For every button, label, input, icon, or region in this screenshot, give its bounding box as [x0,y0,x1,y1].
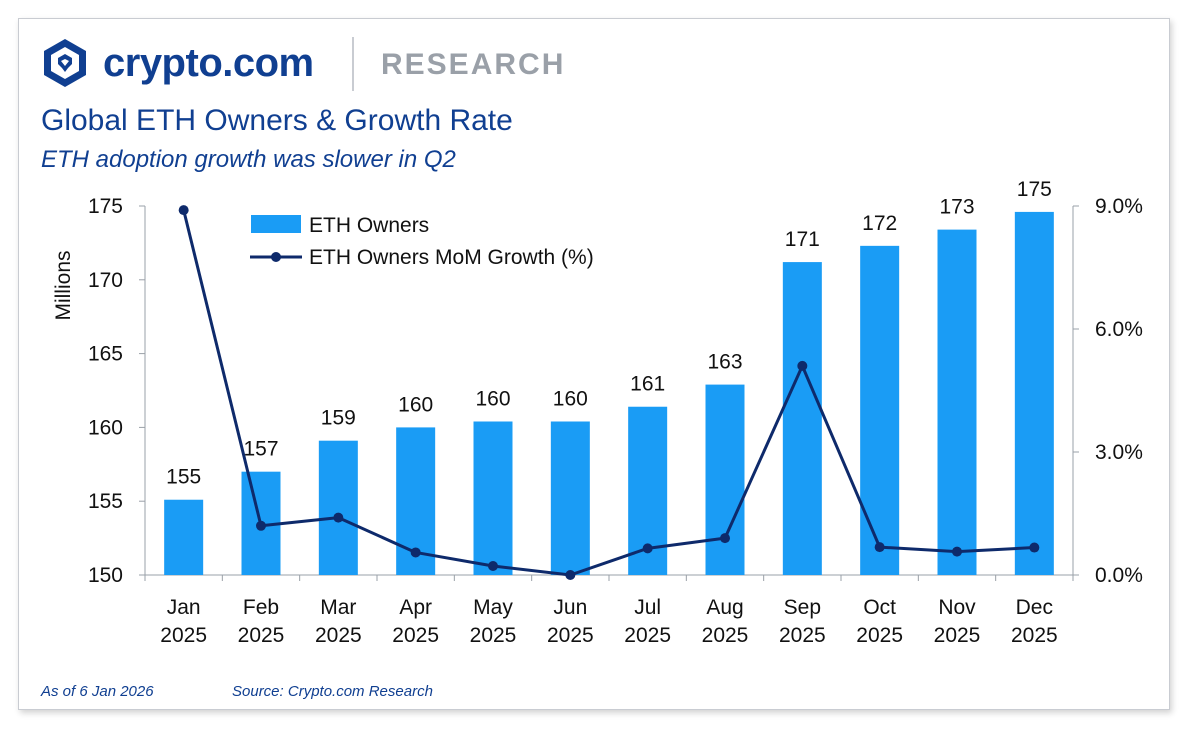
x-tick-label-year: 2025 [779,624,826,647]
bar-data-label: 155 [166,466,201,489]
bar-eth-owners [318,440,358,575]
x-tick-label-month: Nov [938,596,976,619]
x-tick-label-month: Sep [784,596,821,619]
x-tick-label-month: Feb [243,596,279,619]
growth-point [1029,542,1040,553]
bar-data-label: 159 [321,407,356,430]
x-tick-label-year: 2025 [238,624,285,647]
legend-label-eth-owners: ETH Owners [309,214,429,237]
bar-data-label: 172 [862,212,897,235]
y-tick-label-right: 9.0% [1095,195,1143,218]
y-tick-label-left: 175 [88,195,123,218]
y-tick-label-right: 3.0% [1095,441,1143,464]
y-tick-label-right: 6.0% [1095,318,1143,341]
x-tick-label-month: Jun [553,596,587,619]
bar-data-label: 160 [475,387,510,410]
y-tick-label-left: 170 [88,269,123,292]
bar-eth-owners [164,499,204,575]
section-label: RESEARCH [381,48,566,81]
x-tick-label-year: 2025 [470,624,517,647]
y-tick-label-left: 150 [88,564,123,587]
x-tick-label-year: 2025 [702,624,749,647]
x-tick-label-month: Mar [320,596,356,619]
growth-point [488,560,498,571]
x-tick-label-year: 2025 [934,624,981,647]
x-tick-label-month: Jan [167,596,201,619]
brand-name: crypto.com [103,41,314,85]
bar-eth-owners [937,229,977,575]
x-tick-label-year: 2025 [1011,624,1058,647]
x-tick-label-year: 2025 [856,624,903,647]
bar-data-label: 163 [707,351,742,374]
y-tick-label-right: 0.0% [1095,564,1143,587]
x-tick-label-month: May [473,596,513,619]
bar-eth-owners [550,421,590,575]
y-tick-label-left: 155 [88,490,123,513]
growth-point [797,360,808,371]
bar-data-label: 173 [939,196,974,219]
x-tick-label-month: Apr [399,596,432,619]
y-tick-label-left: 165 [88,343,123,366]
chart-card: crypto.com RESEARCH Global ETH Owners & … [18,18,1170,710]
source-note: Source: Crypto.com Research [232,683,433,700]
x-tick-label-month: Aug [706,596,743,619]
growth-point [952,546,962,557]
bar-eth-owners [705,384,745,575]
x-tick-label-year: 2025 [624,624,671,647]
x-tick-label-year: 2025 [392,624,439,647]
growth-point [256,520,266,531]
x-tick-label-month: Jul [634,596,661,619]
legend-label-growth: ETH Owners MoM Growth (%) [309,246,594,269]
bar-data-label: 161 [630,373,665,396]
growth-point [642,543,653,554]
chart-title: Global ETH Owners & Growth Rate [41,104,513,137]
x-tick-label-year: 2025 [160,624,207,647]
y-axis-title: Millions [52,250,75,320]
bar-data-label: 175 [1017,178,1052,201]
growth-point [178,205,189,216]
legend-line-marker [271,252,281,262]
growth-point [720,533,730,544]
legend-bar-swatch [251,215,301,233]
crypto-com-logo-icon [44,39,86,87]
bar-data-label: 157 [243,438,278,461]
bar-data-label: 160 [553,387,588,410]
growth-point [565,570,576,580]
x-tick-label-year: 2025 [315,624,362,647]
growth-point [874,542,885,553]
x-tick-label-month: Oct [863,596,896,619]
bar-eth-owners [782,262,822,575]
header-divider [352,37,354,91]
x-tick-label-month: Dec [1016,596,1053,619]
chart-subtitle: ETH adoption growth was slower in Q2 [41,146,456,173]
growth-point [333,512,344,523]
growth-point [410,547,421,558]
bar-data-label: 171 [785,228,820,251]
bar-eth-owners [1014,211,1054,576]
y-tick-label-left: 160 [88,416,123,439]
bar-data-label: 160 [398,393,433,416]
bar-eth-owners [473,421,513,575]
x-tick-label-year: 2025 [547,624,594,647]
bar-eth-owners [860,245,900,576]
as-of-date: As of 6 Jan 2026 [41,683,154,700]
growth-line [182,209,1035,577]
